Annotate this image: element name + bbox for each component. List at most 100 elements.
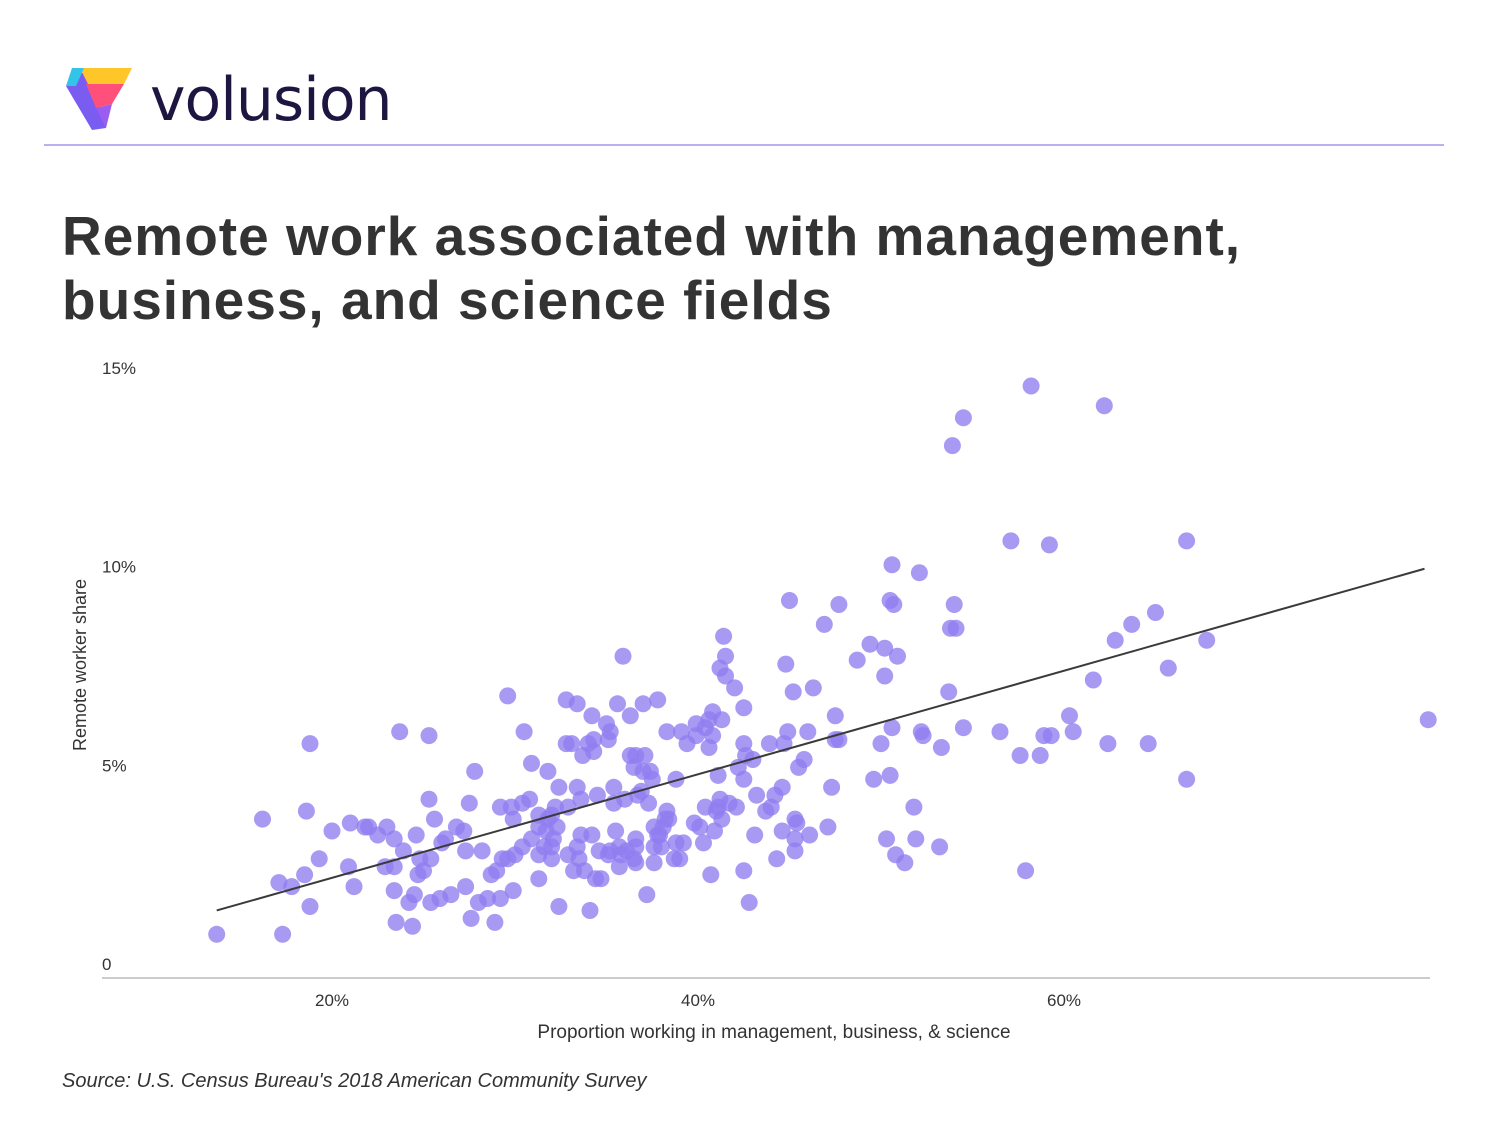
data-point-2 bbox=[954, 409, 972, 427]
data-point-24 bbox=[889, 647, 906, 665]
data-point-169 bbox=[607, 822, 625, 840]
data-point-145 bbox=[762, 798, 780, 816]
data-point-76 bbox=[301, 735, 319, 753]
data-point-30 bbox=[1159, 659, 1177, 677]
data-point-233 bbox=[499, 850, 517, 868]
data-point-136 bbox=[616, 790, 634, 808]
data-point-78 bbox=[563, 735, 581, 753]
data-point-190 bbox=[786, 830, 804, 848]
data-point-143 bbox=[727, 798, 745, 816]
data-point-40 bbox=[568, 695, 586, 713]
data-point-246 bbox=[296, 866, 314, 884]
data-point-33 bbox=[1084, 671, 1102, 689]
data-point-56 bbox=[515, 723, 533, 741]
data-point-251 bbox=[457, 878, 475, 896]
data-point-188 bbox=[674, 834, 692, 852]
data-point-173 bbox=[706, 822, 723, 840]
data-point-21 bbox=[1198, 631, 1216, 649]
data-point-224 bbox=[310, 850, 328, 868]
data-point-275 bbox=[437, 830, 454, 848]
data-point-100 bbox=[1031, 747, 1049, 764]
data-point-81 bbox=[700, 739, 718, 756]
brand-name: volusion bbox=[150, 65, 393, 135]
data-point-125 bbox=[823, 778, 841, 796]
data-point-42 bbox=[634, 695, 652, 713]
source-note: Source: U.S. Census Bureau's 2018 Americ… bbox=[62, 1070, 647, 1092]
data-point-196 bbox=[543, 838, 561, 856]
data-point-8 bbox=[910, 564, 928, 582]
data-point-46 bbox=[583, 707, 601, 725]
data-point-62 bbox=[883, 719, 901, 737]
data-point-257 bbox=[592, 870, 610, 888]
data-point-0 bbox=[1022, 377, 1040, 395]
data-point-35 bbox=[804, 679, 822, 697]
data-point-241 bbox=[735, 862, 753, 880]
x-tick-label-2: 60% bbox=[1047, 991, 1081, 1010]
data-point-83 bbox=[760, 735, 778, 753]
data-point-243 bbox=[1017, 862, 1035, 880]
data-point-264 bbox=[431, 890, 449, 907]
x-axis-label: Proportion working in management, busine… bbox=[537, 1022, 1010, 1043]
scatter-chart: 20% 40% 60% 0 5% 10% 15% Proportion working in… bbox=[70, 359, 1437, 1043]
data-point-265 bbox=[462, 909, 480, 927]
data-point-68 bbox=[420, 727, 438, 745]
y-tick-label-2: 10% bbox=[102, 558, 136, 577]
data-point-222 bbox=[786, 842, 804, 860]
data-point-9 bbox=[781, 592, 798, 609]
data-point-212 bbox=[530, 846, 548, 864]
data-point-248 bbox=[385, 882, 403, 900]
data-point-95 bbox=[636, 747, 654, 764]
data-point-49 bbox=[713, 711, 731, 729]
data-point-244 bbox=[270, 874, 288, 892]
data-point-44 bbox=[735, 699, 753, 717]
data-point-32 bbox=[876, 667, 894, 685]
data-point-261 bbox=[387, 913, 405, 931]
data-point-13 bbox=[945, 596, 963, 613]
x-tick-label-0: 20% bbox=[315, 991, 349, 1010]
data-point-41 bbox=[609, 695, 626, 713]
data-point-34 bbox=[726, 679, 744, 697]
data-point-191 bbox=[878, 830, 895, 848]
data-point-122 bbox=[748, 786, 766, 804]
data-point-270 bbox=[274, 925, 292, 943]
data-point-20 bbox=[1106, 631, 1124, 649]
header-bar: volusion bbox=[44, 40, 1444, 146]
data-point-19 bbox=[715, 627, 733, 645]
data-point-216 bbox=[599, 846, 617, 864]
data-point-106 bbox=[790, 758, 808, 776]
data-point-150 bbox=[504, 810, 522, 828]
data-point-113 bbox=[881, 766, 899, 784]
data-point-178 bbox=[323, 822, 341, 840]
data-point-87 bbox=[872, 735, 890, 753]
data-point-180 bbox=[385, 830, 403, 848]
data-point-70 bbox=[599, 731, 617, 749]
data-point-99 bbox=[1011, 747, 1029, 764]
data-point-92 bbox=[585, 743, 603, 760]
data-point-242 bbox=[896, 854, 914, 872]
data-point-88 bbox=[932, 739, 950, 756]
data-point-16 bbox=[815, 615, 833, 633]
data-point-176 bbox=[801, 826, 819, 844]
data-point-4 bbox=[1002, 532, 1020, 550]
y-tick-label-3: 15% bbox=[102, 359, 136, 378]
data-point-260 bbox=[301, 898, 319, 915]
data-point-110 bbox=[709, 766, 727, 784]
data-point-75 bbox=[1042, 727, 1060, 745]
data-point-26 bbox=[614, 647, 632, 665]
y-tick-label-1: 5% bbox=[102, 756, 127, 775]
data-point-18 bbox=[947, 619, 965, 637]
data-point-258 bbox=[638, 886, 656, 904]
data-point-112 bbox=[865, 770, 883, 788]
data-point-165 bbox=[455, 822, 473, 840]
data-point-52 bbox=[1419, 711, 1437, 729]
data-point-137 bbox=[640, 794, 658, 812]
data-point-204 bbox=[652, 838, 670, 856]
data-point-210 bbox=[473, 842, 491, 860]
data-point-29 bbox=[777, 655, 795, 673]
data-point-101 bbox=[523, 754, 540, 772]
data-point-177 bbox=[819, 818, 837, 836]
data-point-266 bbox=[486, 913, 504, 931]
data-point-163 bbox=[407, 826, 425, 844]
data-point-253 bbox=[479, 890, 497, 907]
data-point-65 bbox=[991, 723, 1009, 741]
